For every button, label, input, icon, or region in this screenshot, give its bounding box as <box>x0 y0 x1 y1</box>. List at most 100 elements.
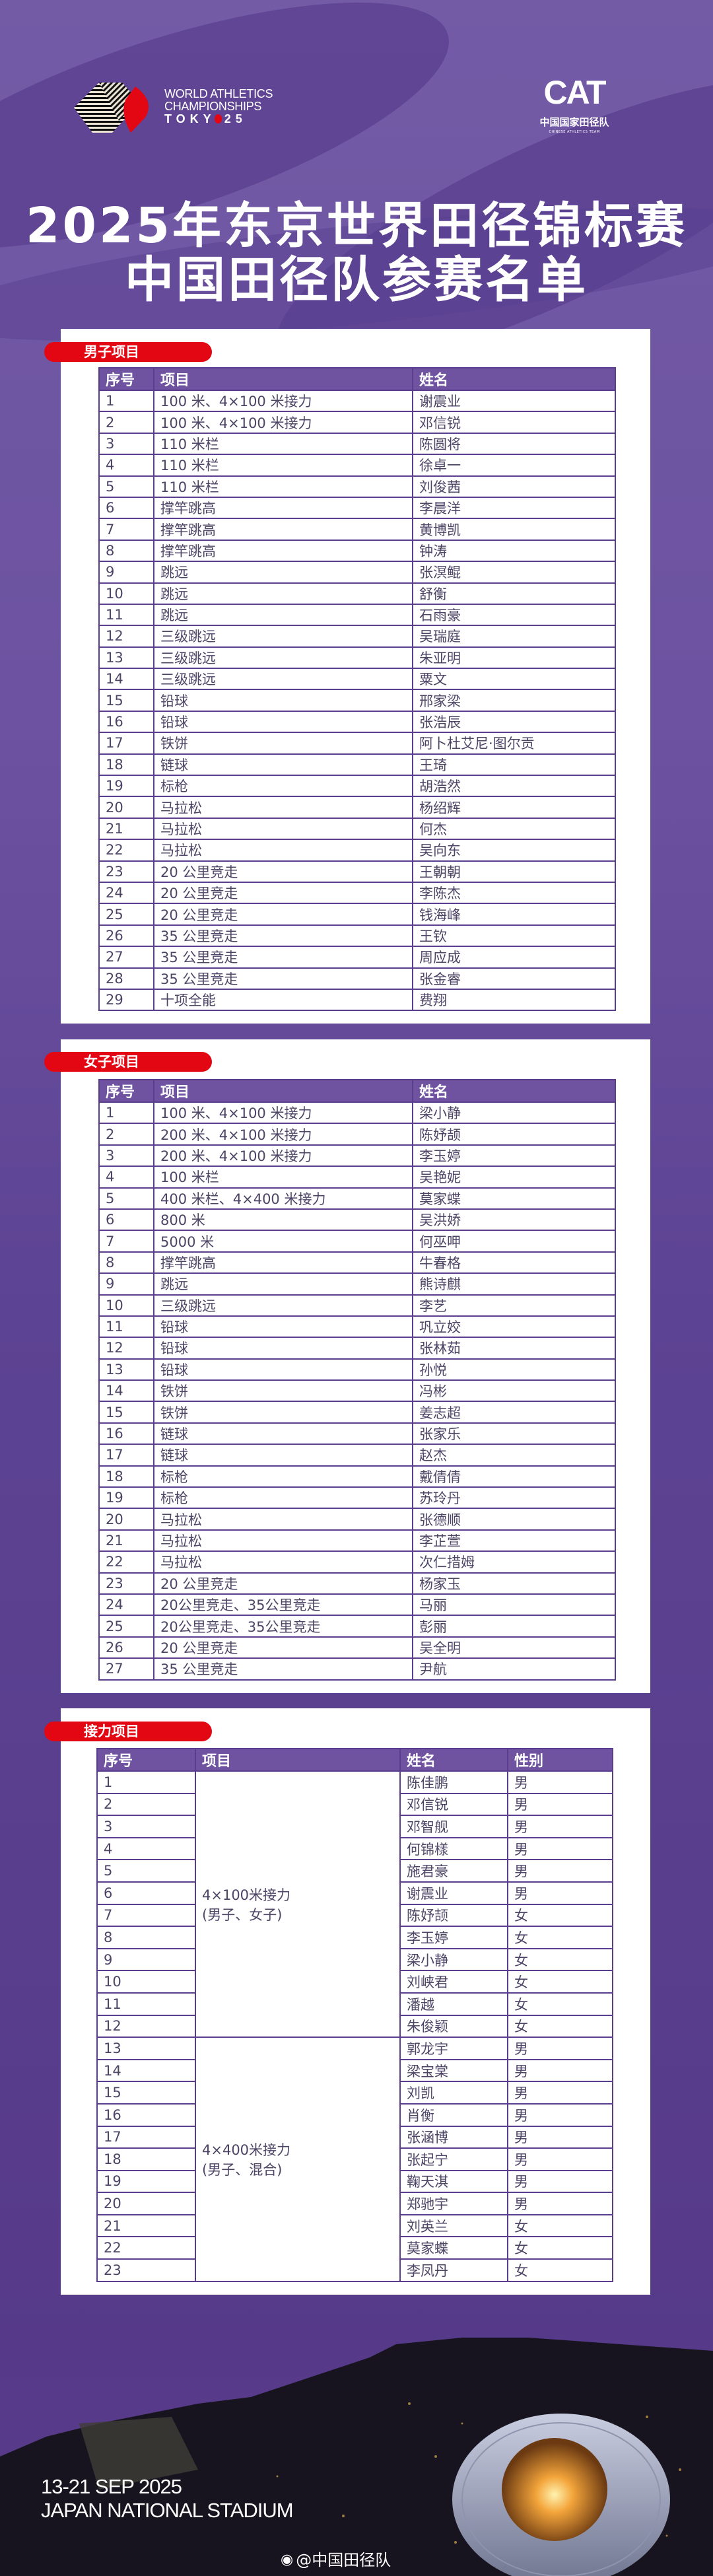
table-row: 22 马拉松 吴向东 <box>98 839 616 862</box>
row-number: 2 <box>96 1792 196 1817</box>
event-cell: 标枪 <box>153 1486 413 1510</box>
row-number: 9 <box>98 1272 154 1296</box>
athlete-name: 梁小静 <box>412 1101 616 1125</box>
relay-table: 序号 项目 姓名 性别 1 4×100米接力 (男子、女子) 陈佳鹏男 2 邓信锐男 3 邓智舰男 4 何… <box>96 1748 613 2282</box>
athlete-name: 李玉婷 <box>399 1926 508 1949</box>
athlete-gender: 男 <box>507 2036 613 2060</box>
wa-year: 25 <box>224 112 247 125</box>
row-number: 13 <box>96 2036 196 2060</box>
athlete-name: 李凤丹 <box>399 2258 508 2282</box>
table-row: 11 铅球 巩立姣 <box>98 1315 616 1339</box>
event-cell: 铅球 <box>153 710 413 734</box>
athlete-name: 李芷萱 <box>412 1529 616 1552</box>
row-number: 21 <box>98 1529 154 1552</box>
table-row: 1 4×100米接力 (男子、女子) 陈佳鹏男 <box>96 1770 613 2038</box>
event-cell: 十项全能 <box>153 988 413 1012</box>
row-number: 6 <box>98 1208 154 1232</box>
athlete-name: 莫家蝶 <box>412 1187 616 1210</box>
athlete-name: 阿卜杜艾尼·图尔贡 <box>412 732 616 755</box>
event-cell: 110 米栏 <box>153 432 413 456</box>
red-sun-icon <box>214 114 222 123</box>
header-row: 序号 项目 姓名 <box>98 1079 616 1103</box>
table-row: 20 马拉松 杨绍辉 <box>98 796 616 819</box>
table-row: 23 李凤丹女 <box>96 2258 613 2282</box>
table-row: 16 链球 张家乐 <box>98 1422 616 1445</box>
event-cell: 100 米、4×100 米接力 <box>153 411 413 434</box>
event-cell: 跳远 <box>153 582 413 605</box>
athlete-name: 陈圆将 <box>412 432 616 456</box>
table-row: 12 朱俊颖女 <box>96 2014 613 2038</box>
athlete-name: 莫家蝶 <box>399 2236 508 2260</box>
athlete-gender: 女 <box>507 1947 613 1972</box>
table-row: 4 何锦樣男 <box>96 1836 613 1861</box>
relay-panel: 接力项目 序号 项目 姓名 性别 1 4×100米接力 (男子、女子) 陈佳鹏男 2 邓信锐男 3 邓… <box>44 1708 650 2295</box>
row-number: 8 <box>98 1251 154 1274</box>
row-number: 1 <box>98 389 154 413</box>
table-row: 25 20公里竞走、35公里竞走 彭丽 <box>98 1615 616 1638</box>
table-row: 21 刘英兰女 <box>96 2213 613 2238</box>
row-number: 10 <box>98 1294 154 1317</box>
row-number: 1 <box>96 1770 196 1794</box>
row-number: 24 <box>98 1593 154 1617</box>
athlete-name: 陈妤颉 <box>412 1123 616 1146</box>
event-cell: 200 米、4×100 米接力 <box>153 1144 413 1167</box>
row-number: 26 <box>98 924 154 948</box>
relay-event-cell: 4×400米接力 (男子、混合) <box>195 2036 401 2282</box>
athlete-name: 吴洪娇 <box>412 1208 616 1232</box>
table-row: 7 撑竿跳高 黄博凯 <box>98 518 616 541</box>
event-cell: 铅球 <box>153 1337 413 1360</box>
table-row: 1 100 米、4×100 米接力 梁小静 <box>98 1101 616 1125</box>
event-cell: 标枪 <box>153 1465 413 1488</box>
world-athletics-wordmark: WORLD ATHLETICS CHAMPIONSHIPS TOKY 25 <box>164 88 273 125</box>
table-row: 18 张起宁男 <box>96 2147 613 2171</box>
row-number: 17 <box>98 732 154 755</box>
athlete-name: 谢震业 <box>399 1881 508 1905</box>
table-row: 22 马拉松 次仁措姆 <box>98 1550 616 1574</box>
athlete-name: 石雨豪 <box>412 603 616 627</box>
table-row: 9 跳远 张溟鲲 <box>98 561 616 584</box>
athlete-gender: 女 <box>507 2236 613 2260</box>
table-row: 14 铁饼 冯彬 <box>98 1379 616 1403</box>
column-header: 项目 <box>195 1748 401 1772</box>
athlete-name: 何锦樣 <box>399 1836 508 1861</box>
event-cell: 20 公里竞走 <box>153 903 413 926</box>
event-cell: 三级跳远 <box>153 668 413 691</box>
table-row: 29 十项全能 费翔 <box>98 988 616 1012</box>
athlete-name: 李晨洋 <box>412 496 616 520</box>
row-number: 28 <box>98 967 154 990</box>
athlete-gender: 女 <box>507 1992 613 2016</box>
relay-event-cell: 4×100米接力 (男子、女子) <box>195 1770 401 2038</box>
athlete-name: 梁宝棠 <box>399 2058 508 2083</box>
event-cell: 撑竿跳高 <box>153 1251 413 1274</box>
athlete-gender: 女 <box>507 2213 613 2238</box>
row-number: 22 <box>98 839 154 862</box>
table-row: 15 刘凯男 <box>96 2081 613 2105</box>
row-number: 8 <box>96 1926 196 1949</box>
athlete-name: 吴瑞庭 <box>412 625 616 648</box>
athlete-gender: 女 <box>507 1926 613 1949</box>
event-cell: 马拉松 <box>153 1508 413 1531</box>
relay-event-category: (男子、女子) <box>202 1906 283 1923</box>
event-cell: 跳远 <box>153 561 413 584</box>
athlete-gender: 男 <box>507 1770 613 1794</box>
table-row: 12 铅球 张林茹 <box>98 1337 616 1360</box>
athlete-name: 朱俊颖 <box>399 2014 508 2038</box>
event-cell: 撑竿跳高 <box>153 496 413 520</box>
athlete-name: 张林茹 <box>412 1337 616 1360</box>
table-row: 13 铅球 孙悦 <box>98 1358 616 1381</box>
event-cell: 马拉松 <box>153 839 413 862</box>
athlete-gender: 男 <box>507 2103 613 2127</box>
athlete-name: 苏玲丹 <box>412 1486 616 1510</box>
page-title-line2: 中国田径队参赛名单 <box>125 252 588 308</box>
column-header: 序号 <box>98 367 154 391</box>
relay-event-name: 4×100米接力 <box>202 1887 291 1903</box>
column-header: 序号 <box>96 1748 196 1772</box>
athlete-name: 王琦 <box>412 753 616 777</box>
athlete-gender: 女 <box>507 2014 613 2038</box>
row-number: 5 <box>98 475 154 498</box>
row-number: 15 <box>96 2081 196 2105</box>
row-number: 22 <box>98 1550 154 1574</box>
row-number: 22 <box>96 2236 196 2260</box>
event-cell: 100 米栏 <box>153 1166 413 1189</box>
header-row: 序号 项目 姓名 性别 <box>96 1748 613 1772</box>
